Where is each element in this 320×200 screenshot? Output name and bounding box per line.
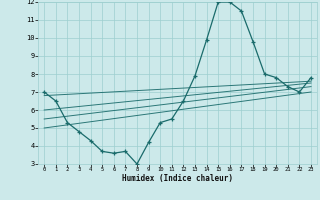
X-axis label: Humidex (Indice chaleur): Humidex (Indice chaleur): [122, 174, 233, 183]
